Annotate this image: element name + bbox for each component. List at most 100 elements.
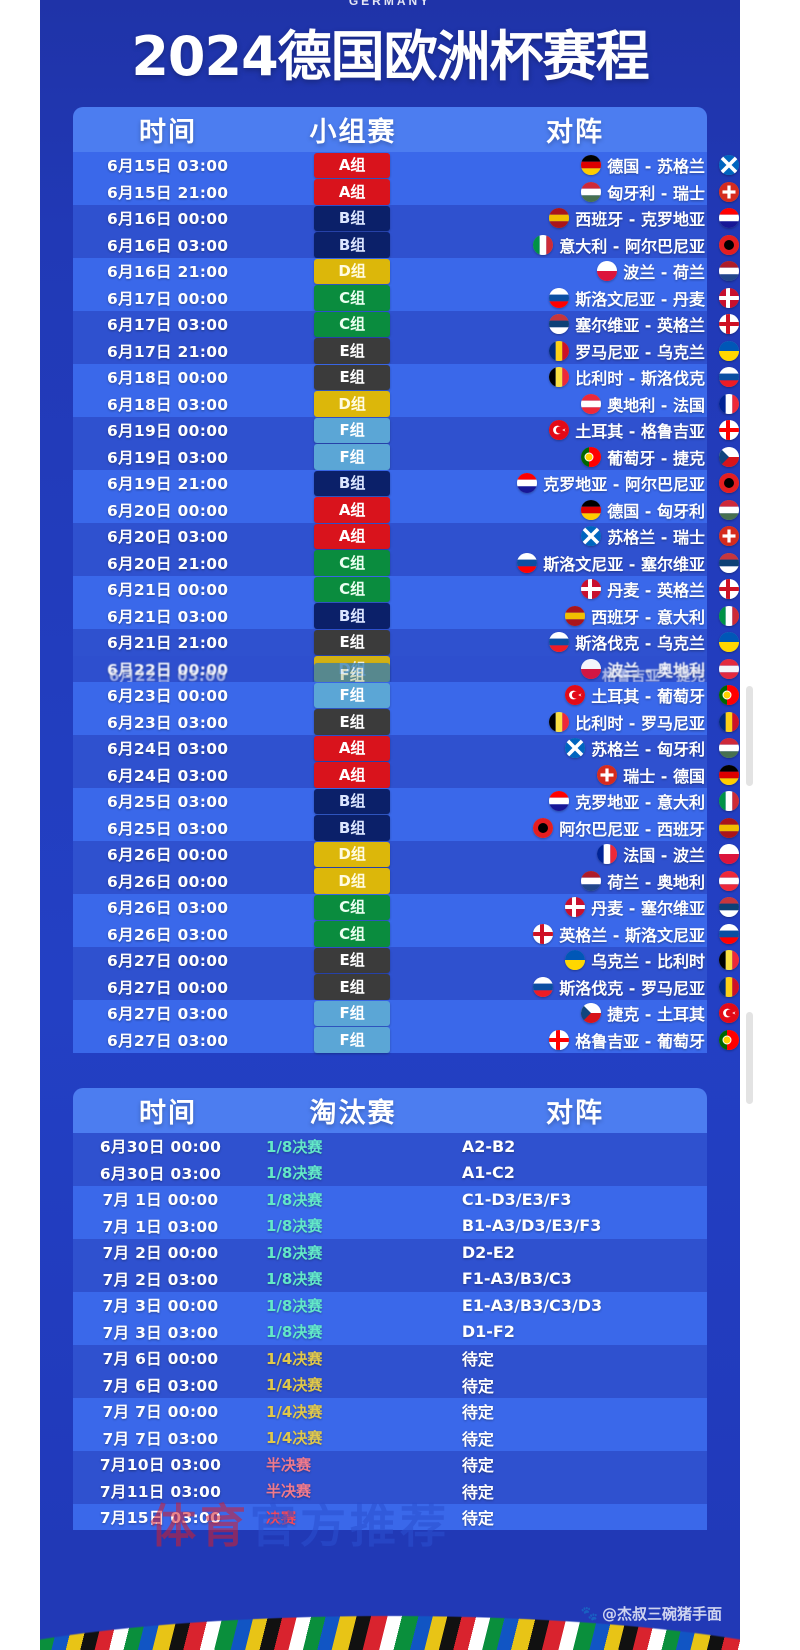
group-badge: D组	[314, 841, 391, 867]
flag-icon-nl	[719, 261, 739, 281]
knockout-match-cell: A2-B2	[432, 1137, 707, 1156]
match-row: 6月24日 03:00 A组 苏格兰 - 匈牙利	[73, 735, 739, 762]
flag-icon-pt	[719, 1029, 739, 1050]
knockout-teams: 待定	[461, 1482, 494, 1502]
match-teams-cell: 丹麦 - 英格兰	[442, 577, 739, 601]
group-badge: A组	[314, 762, 391, 788]
match-row: 6月20日 21:00 C组 斯洛文尼亚 - 塞尔维亚	[73, 549, 739, 576]
group-badge: C组	[314, 311, 391, 337]
match-teams: 瑞士 - 德国	[623, 766, 706, 786]
flag-icon-ro	[719, 976, 739, 997]
match-time: 6月22日 00:00	[107, 660, 229, 679]
knockout-match-cell: E1-A3/B3/C3/D3	[432, 1296, 707, 1315]
match-teams-cell: 土耳其 - 格鲁吉亚	[442, 418, 739, 442]
match-teams: 克罗地亚 - 意大利	[575, 793, 706, 813]
knockout-stage-cell: 1/4决赛	[248, 1427, 432, 1448]
scrollbar-thumb-secondary[interactable]	[746, 1012, 753, 1104]
knockout-time: 7月11日 03:00	[99, 1482, 222, 1501]
match-time: 6月21日 21:00	[107, 634, 229, 653]
knockout-stage-label: 1/8决赛	[266, 1243, 323, 1262]
match-teams: 德国 - 匈牙利	[607, 501, 706, 521]
match-teams-cell: 德国 - 苏格兰	[442, 153, 739, 177]
match-row: 6月26日 03:00 C组 丹麦 - 塞尔维亚	[73, 894, 739, 921]
match-row: 6月18日 00:00 E组 比利时 - 斯洛伐克	[73, 364, 739, 391]
group-badge: B组	[314, 603, 391, 629]
header-match: 对阵	[546, 117, 604, 148]
knockout-row: 7月10日 03:00 半决赛 待定	[73, 1451, 707, 1478]
match-row: 6月24日 03:00 A组 瑞士 - 德国	[73, 761, 739, 788]
flag-icon-hu	[581, 181, 602, 202]
group-badge: E组	[314, 338, 391, 364]
match-row: 6月15日 03:00 A组 德国 - 苏格兰	[73, 152, 739, 179]
match-time: 6月27日 03:00	[107, 1031, 229, 1050]
match-row: 6月15日 21:00 A组 匈牙利 - 瑞士	[73, 178, 739, 205]
knockout-match-cell: 待定	[432, 1399, 707, 1423]
page-title: 2024德国欧洲杯赛程	[131, 25, 649, 88]
knockout-stage-label: 半决赛	[266, 1482, 312, 1501]
knockout-time: 7月 7日 00:00	[102, 1403, 219, 1422]
flag-icon-si	[517, 552, 538, 573]
knockout-row: 6月30日 00:00 1/8决赛 A2-B2	[73, 1133, 707, 1160]
match-teams: 丹麦 - 英格兰	[607, 581, 706, 601]
scrollbar-thumb[interactable]	[746, 686, 753, 786]
flag-icon-ua	[719, 340, 739, 361]
knockout-time: 7月 3日 03:00	[102, 1323, 219, 1342]
match-time: 6月16日 00:00	[107, 210, 229, 229]
match-teams: 葡萄牙 - 捷克	[607, 448, 706, 468]
flag-icon-nl	[581, 870, 602, 891]
flag-icon-de	[719, 764, 739, 785]
knockout-row: 7月11日 03:00 半决赛 待定	[73, 1477, 707, 1504]
match-time: 6月23日 00:00	[107, 687, 229, 706]
knockout-row: 7月 3日 03:00 1/8决赛 D1-F2	[73, 1318, 707, 1345]
match-teams-cell: 荷兰 - 奥地利	[442, 869, 739, 893]
group-stage-table: 时间 小组赛 对阵 6月15日 03:00 A组 德国 - 苏格兰 6月15日 21:…	[73, 107, 739, 1053]
flag-icon-hu	[719, 738, 739, 758]
match-time: 6月16日 03:00	[107, 236, 229, 255]
knockout-stage-label: 1/4决赛	[266, 1349, 323, 1368]
match-teams-cell: 匈牙利 - 瑞士	[442, 180, 739, 204]
knockout-teams: D2-E2	[461, 1242, 515, 1262]
group-badge: C组	[314, 550, 391, 576]
group-badge: C组	[314, 921, 391, 947]
knockout-match-cell: 待定	[432, 1346, 707, 1370]
group-badge: F组	[314, 1027, 391, 1053]
flag-icon-ch	[719, 526, 739, 546]
flag-icon-cz	[719, 446, 739, 467]
group-badge: D组	[314, 656, 391, 682]
match-teams: 法国 - 波兰	[623, 846, 706, 866]
flag-icon-ro	[719, 711, 739, 732]
match-teams: 苏格兰 - 瑞士	[607, 528, 706, 548]
knockout-match-cell: 待定	[432, 1505, 707, 1529]
match-group-cell: A组	[262, 179, 441, 205]
flag-icon-it	[533, 234, 554, 255]
match-teams-cell: 阿尔巴尼亚 - 西班牙	[442, 816, 739, 840]
weibo-handle[interactable]: 🐾 @杰叔三碗猪手面	[581, 1603, 722, 1624]
scrollbar-track[interactable]	[744, 0, 754, 1650]
match-group-cell: A组	[262, 735, 441, 761]
group-rows: 6月15日 03:00 A组 德国 - 苏格兰 6月15日 21:00 A组 匈牙利 - …	[73, 152, 739, 1053]
match-group-cell: E组	[262, 629, 441, 655]
match-teams: 英格兰 - 斯洛文尼亚	[559, 925, 706, 945]
group-badge: A组	[314, 735, 391, 761]
group-badge: F组	[314, 1000, 391, 1026]
match-teams-cell: 苏格兰 - 瑞士	[442, 524, 739, 548]
group-badge: B组	[314, 205, 391, 231]
knockout-stage-label: 决赛	[266, 1508, 297, 1527]
flag-icon-pt	[719, 685, 739, 705]
flag-icon-sk	[719, 367, 739, 387]
match-group-cell: C组	[262, 285, 441, 311]
match-teams-cell: 克罗地亚 - 意大利	[442, 789, 739, 813]
match-time: 6月26日 00:00	[107, 872, 229, 891]
match-group-cell: C组	[262, 921, 441, 947]
flag-icon-sc	[581, 526, 602, 547]
knockout-row: 7月 6日 03:00 1/4决赛 待定	[73, 1371, 707, 1398]
header-group-stage: 小组赛	[309, 117, 397, 148]
match-teams-cell: 西班牙 - 意大利	[442, 604, 739, 628]
group-badge: A组	[314, 179, 391, 205]
match-time: 6月23日 03:00	[107, 713, 229, 732]
knockout-match-cell: F1-A3/B3/C3	[432, 1269, 707, 1288]
match-group-cell: B组	[262, 815, 441, 841]
match-teams: 荷兰 - 奥地利	[607, 872, 706, 892]
match-teams: 西班牙 - 克罗地亚	[575, 210, 706, 230]
